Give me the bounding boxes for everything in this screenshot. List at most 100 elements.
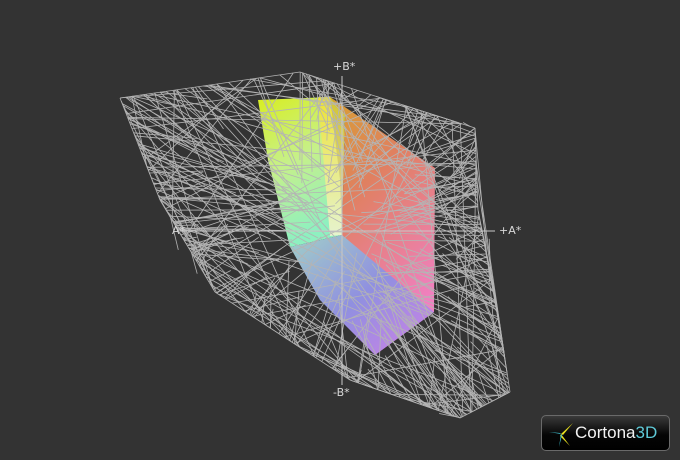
wireframe-edge	[383, 294, 483, 407]
wireframe-edge	[333, 82, 363, 162]
wireframe-edge	[210, 84, 483, 235]
wireframe-edge	[126, 82, 336, 115]
wireframe-edge	[385, 264, 507, 395]
logo-name: Cortona	[575, 423, 636, 442]
axes	[180, 76, 495, 385]
wireframe-edge	[436, 115, 479, 202]
wireframe-edge	[172, 204, 305, 223]
wireframe-edge	[153, 182, 207, 192]
wireframe-edge	[424, 275, 497, 304]
wireframe-edge	[439, 402, 453, 416]
wireframe-edge	[145, 93, 253, 167]
wireframe-edge	[346, 348, 504, 379]
wireframe-edge	[218, 294, 494, 402]
wireframe-edge	[122, 103, 498, 308]
wireframe-edge	[366, 337, 401, 398]
wireframe-edge	[176, 89, 258, 172]
wireframe-edge	[154, 92, 214, 289]
wireframe-edge	[206, 85, 267, 128]
wireframe-edge	[455, 149, 477, 173]
wireframe-edge	[158, 196, 482, 229]
wireframe-edge	[404, 105, 504, 350]
wireframe-edge	[404, 147, 476, 194]
wireframe-edge	[465, 300, 497, 308]
wireframe-edge	[142, 156, 311, 240]
wireframe-edge	[312, 280, 337, 357]
wireframe-edge	[188, 247, 506, 395]
wireframe-edge	[375, 95, 476, 134]
wireframe-edge	[182, 236, 508, 374]
wireframe-edge	[190, 225, 246, 251]
wireframe-edge	[148, 79, 244, 171]
wireframe-edge	[294, 256, 488, 345]
wireframe-edge	[384, 355, 413, 402]
wireframe-edge	[169, 215, 247, 313]
wireframe-edge	[335, 98, 385, 174]
wireframe-edge	[159, 91, 208, 100]
wireframe-edge	[133, 95, 214, 290]
wireframe-edge	[147, 162, 477, 168]
axis-label-minus-a: A*	[172, 224, 186, 237]
wireframe-edge	[301, 72, 304, 184]
wireframe-edge	[159, 198, 174, 209]
axis-label-plus-b: +B*	[333, 60, 356, 73]
wireframe-edge	[172, 90, 266, 325]
wireframe-edge	[327, 97, 380, 184]
wireframe-edge	[375, 257, 422, 405]
wireframe-edge	[140, 94, 478, 187]
wireframe-edge	[459, 123, 472, 413]
wireframe-edge	[203, 85, 438, 117]
wireframe-edge	[491, 347, 506, 395]
wireframe-edge	[334, 252, 357, 371]
wireframe-edge	[448, 237, 490, 266]
wireframe-edge	[380, 111, 425, 211]
wireframe-edge	[471, 238, 484, 245]
wireframe-edge	[316, 77, 479, 206]
wireframe-edge	[303, 349, 417, 404]
axis-label-minus-b: -B*	[333, 386, 350, 399]
wireframe-edge	[309, 82, 334, 120]
wireframe-edge	[351, 88, 463, 418]
wireframe-edge	[367, 113, 432, 147]
wireframe-edge	[176, 227, 499, 318]
wireframe-edge	[358, 106, 407, 383]
wireframe-edge	[139, 147, 270, 184]
wireframe-edge	[208, 84, 462, 124]
wireframe-edge	[180, 133, 476, 236]
wireframe-edge	[194, 81, 332, 258]
wireframe-edge	[429, 346, 504, 408]
wireframe-edge	[153, 92, 500, 321]
gamut-face-green	[258, 97, 342, 247]
axis-label-plus-a: +A*	[499, 224, 522, 237]
wireframe-edge	[192, 253, 352, 381]
wireframe-edge	[143, 77, 257, 160]
wireframe-edge	[199, 266, 375, 389]
wireframe-edge	[441, 264, 494, 286]
wireframe-edge	[358, 98, 384, 162]
logo-text: Cortona3D	[575, 423, 657, 443]
wireframe-edge	[391, 394, 504, 396]
wireframe-edge	[139, 147, 505, 354]
wireframe-envelope	[119, 71, 511, 419]
wireframe-edge	[183, 236, 197, 241]
cortona3d-logo[interactable]: Cortona3D	[541, 415, 670, 451]
wireframe-edge	[301, 72, 487, 253]
wireframe-edge	[251, 127, 476, 317]
wireframe-edge	[381, 233, 449, 415]
wireframe-edge	[159, 91, 274, 208]
wireframe-edge	[159, 185, 478, 200]
wireframe-edge	[332, 177, 478, 369]
wireframe-edge	[420, 110, 449, 414]
wireframe-edge	[279, 74, 486, 245]
wireframe-edge	[192, 254, 472, 413]
wireframe-edge	[169, 215, 259, 221]
wireframe-edge	[320, 78, 356, 211]
wireframe-edge	[351, 320, 392, 395]
wireframe-edge	[198, 121, 455, 266]
wireframe-edge	[414, 231, 491, 274]
wireframe-edge	[326, 81, 329, 141]
wireframe-edge	[449, 316, 499, 415]
wireframe-edge	[405, 264, 497, 303]
wireframe-edge	[355, 94, 372, 109]
